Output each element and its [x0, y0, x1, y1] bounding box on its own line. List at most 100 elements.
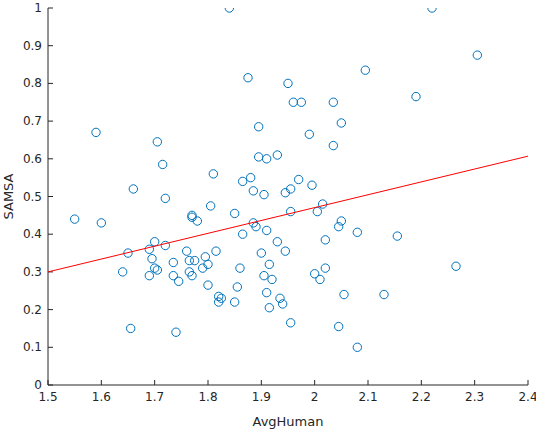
y-tick-label: 0.9: [23, 39, 42, 53]
point: [126, 324, 134, 332]
point: [230, 298, 238, 306]
point: [260, 271, 268, 279]
point: [92, 128, 100, 136]
point: [337, 217, 345, 225]
point: [246, 173, 254, 181]
point: [278, 300, 286, 308]
point: [268, 275, 276, 283]
point: [329, 141, 337, 149]
x-tick: [101, 380, 102, 385]
point: [254, 153, 262, 161]
x-tick: [154, 380, 155, 385]
x-tick-label: 1.9: [252, 390, 271, 404]
point: [308, 181, 316, 189]
x-tick: [528, 380, 529, 385]
point: [340, 290, 348, 298]
x-tick-label: 2.2: [412, 390, 431, 404]
point: [204, 260, 212, 268]
point: [118, 268, 126, 276]
y-tick: [48, 83, 53, 84]
point: [289, 98, 297, 106]
y-tick-label: 0.6: [23, 152, 42, 166]
point: [188, 271, 196, 279]
point: [182, 247, 190, 255]
point: [265, 260, 273, 268]
x-tick: [208, 380, 209, 385]
point: [321, 236, 329, 244]
point: [172, 328, 180, 336]
y-tick: [48, 196, 53, 197]
y-tick: [48, 121, 53, 122]
point: [305, 130, 313, 138]
x-axis: [48, 385, 528, 386]
x-tick-label: 1.5: [38, 390, 57, 404]
y-tick: [48, 8, 53, 9]
y-tick: [48, 158, 53, 159]
point: [316, 275, 324, 283]
point: [252, 222, 260, 230]
point: [262, 155, 270, 163]
point: [209, 170, 217, 178]
point: [148, 255, 156, 263]
point: [313, 207, 321, 215]
point: [273, 151, 281, 159]
point: [212, 247, 220, 255]
point: [318, 200, 326, 208]
x-tick-label: 2.4: [518, 390, 536, 404]
x-tick: [474, 380, 475, 385]
y-tick-label: 0.3: [23, 265, 42, 279]
point: [294, 175, 302, 183]
y-tick-label: 0: [34, 378, 42, 392]
point: [150, 238, 158, 246]
point: [206, 202, 214, 210]
point: [193, 217, 201, 225]
point: [412, 92, 420, 100]
point: [153, 138, 161, 146]
point: [129, 185, 137, 193]
point: [230, 209, 238, 217]
point: [169, 258, 177, 266]
y-tick-label: 0.5: [23, 190, 42, 204]
point: [321, 264, 329, 272]
point: [158, 160, 166, 168]
point: [310, 270, 318, 278]
point: [428, 8, 436, 12]
point: [260, 190, 268, 198]
point: [70, 215, 78, 223]
point: [236, 264, 244, 272]
y-tick-label: 0.1: [23, 340, 42, 354]
y-tick-label: 0.2: [23, 303, 42, 317]
point: [452, 262, 460, 270]
chart: 1.51.61.71.81.922.12.22.32.400.10.20.30.…: [0, 0, 536, 430]
point: [380, 290, 388, 298]
y-tick-label: 0.7: [23, 114, 42, 128]
point: [204, 281, 212, 289]
y-axis-label: SAMSA: [1, 173, 16, 219]
point: [249, 187, 257, 195]
point: [238, 177, 246, 185]
point: [150, 264, 158, 272]
y-tick: [48, 45, 53, 46]
x-tick-label: 1.7: [145, 390, 164, 404]
point: [238, 230, 246, 238]
point: [161, 194, 169, 202]
y-tick: [48, 234, 53, 235]
x-tick-label: 1.8: [198, 390, 217, 404]
point: [257, 249, 265, 257]
x-tick: [368, 380, 369, 385]
x-tick-label: 1.6: [92, 390, 111, 404]
y-tick-label: 0.4: [23, 227, 42, 241]
x-tick: [421, 380, 422, 385]
point: [361, 66, 369, 74]
point: [273, 238, 281, 246]
point: [262, 288, 270, 296]
point: [473, 51, 481, 59]
y-tick: [48, 309, 53, 310]
plot-area: [48, 8, 528, 351]
point: [217, 294, 225, 302]
point: [281, 247, 289, 255]
point: [262, 226, 270, 234]
y-tick: [48, 347, 53, 348]
point: [265, 304, 273, 312]
point: [233, 283, 241, 291]
